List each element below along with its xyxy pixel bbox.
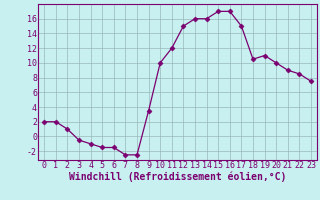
- X-axis label: Windchill (Refroidissement éolien,°C): Windchill (Refroidissement éolien,°C): [69, 172, 286, 182]
